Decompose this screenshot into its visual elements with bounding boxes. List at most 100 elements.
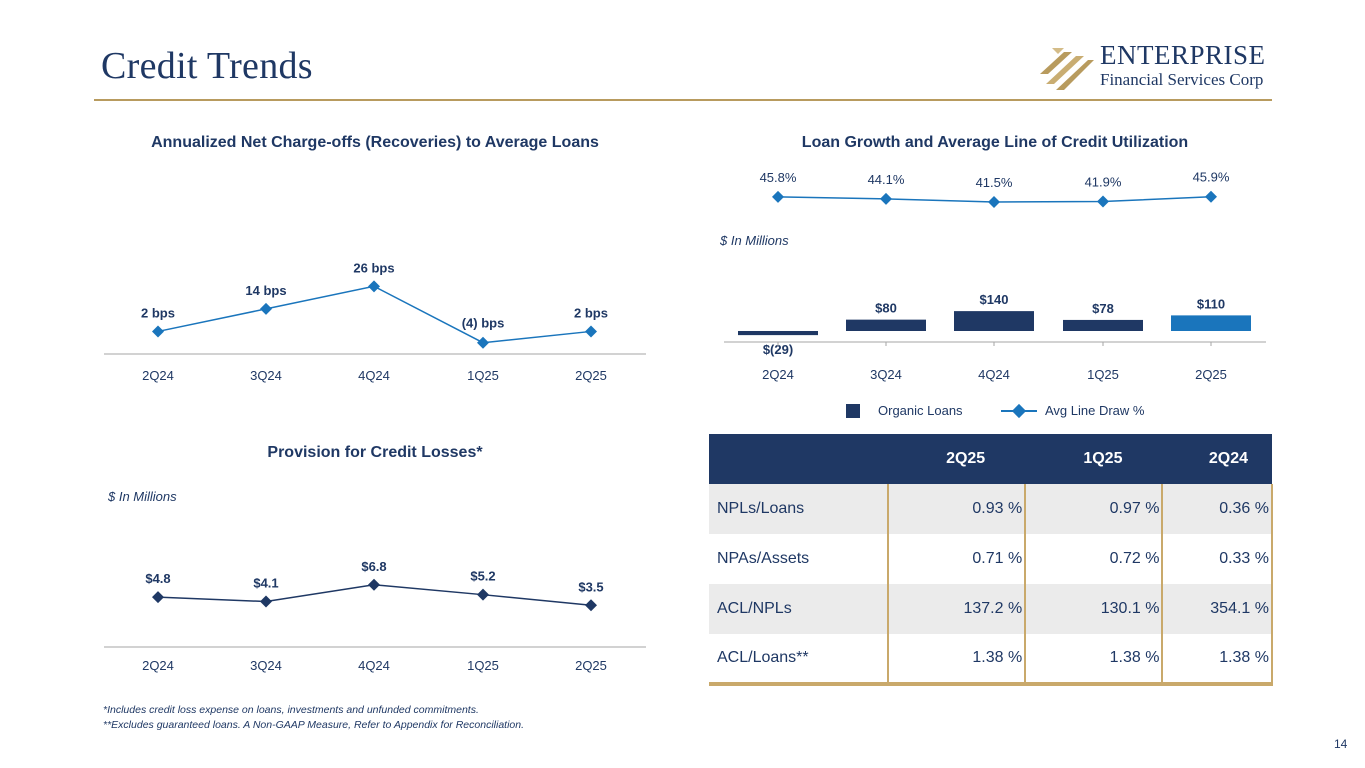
organic-loans-bar <box>1171 315 1251 331</box>
page-title: Credit Trends <box>101 45 313 87</box>
cell-value: 0.33 % <box>1161 534 1273 584</box>
ncos-data-label: 2 bps <box>574 305 608 320</box>
ncos-point <box>585 325 597 338</box>
organic-loans-label: $(29) <box>763 342 793 357</box>
legend-label-organic-loans: Organic Loans <box>878 403 963 418</box>
provision-point <box>152 591 164 604</box>
provision-data-label: $4.8 <box>145 571 170 586</box>
table-header-1q25: 1Q25 <box>1025 434 1163 484</box>
row-label: ACL/NPLs <box>709 584 888 634</box>
logo-subtitle: Financial Services Corp <box>1100 70 1264 89</box>
cell-value: 354.1 % <box>1161 584 1273 634</box>
line-draw-label: 44.1% <box>868 172 905 187</box>
ncos-point <box>152 325 164 338</box>
company-logo: ENTERPRISE Financial Services Corp <box>1038 40 1278 92</box>
provision-chart-title: Provision for Credit Losses* <box>267 444 483 461</box>
row-label: NPAs/Assets <box>717 550 810 567</box>
row-label: NPLs/Loans <box>709 484 888 534</box>
provision-chart: $4.8 2Q24 $4.1 3Q24 $6.8 4Q24 $5.2 1Q25 $3.5 2Q25 <box>104 559 646 673</box>
cell-value: 0.36 % <box>1161 484 1273 534</box>
ncos-point <box>477 336 489 349</box>
ncos-data-label: (4) bps <box>462 316 505 331</box>
cell-value: 1.38 % <box>886 634 1026 686</box>
ncos-x-tick-label: 1Q25 <box>467 368 499 383</box>
table-row: ACL/NPLs 137.2 % 130.1 % 354.1 % <box>709 584 1273 634</box>
loan-growth-x-tick-label: 2Q24 <box>762 367 794 382</box>
provision-x-tick-label: 1Q25 <box>467 658 499 673</box>
line-draw-label: 45.9% <box>1193 170 1230 185</box>
line-draw-label: 45.8% <box>760 170 797 185</box>
ncos-chart-title: Annualized Net Charge-offs (Recoveries) … <box>151 134 599 151</box>
provision-point <box>368 578 380 591</box>
loan-growth-x-tick-label: 3Q24 <box>870 367 902 382</box>
line-draw-point <box>772 190 784 203</box>
ncos-point <box>368 280 380 293</box>
ncos-series-line <box>157 285 592 344</box>
row-label: ACL/Loans** <box>709 634 888 686</box>
legend-item-avg-line-draw: Avg Line Draw % <box>1001 403 1144 418</box>
loan-growth-x-tick-label: 4Q24 <box>978 367 1010 382</box>
organic-loans-bar <box>846 319 926 331</box>
diamond-marker-icon <box>1001 404 1037 418</box>
cell-value: 137.2 % <box>886 584 1026 634</box>
cell-value: 1.38 % <box>1024 634 1163 686</box>
ncos-data-label: 26 bps <box>353 260 394 275</box>
cell-value: 0.93 % <box>886 484 1026 534</box>
logo-name: ENTERPRISE <box>1100 40 1266 70</box>
organic-loans-bar <box>954 311 1034 331</box>
credit-metrics-table: 2Q25 1Q25 2Q24 NPLs/Loans 0.93 % 0.97 % … <box>709 434 1273 686</box>
provision-point <box>585 599 597 612</box>
organic-loans-label: $140 <box>980 292 1009 307</box>
organic-loans-swatch <box>846 403 860 418</box>
provision-x-tick-label: 4Q24 <box>358 658 390 673</box>
provision-data-label: $4.1 <box>253 576 278 591</box>
table-header-blank <box>709 434 888 484</box>
provision-point <box>260 595 272 608</box>
title-divider <box>94 99 1272 101</box>
table-header-2q24: 2Q24 <box>1162 434 1272 484</box>
loan-growth-units-note: $ In Millions <box>720 233 789 248</box>
loan-growth-x-tick-label: 1Q25 <box>1087 367 1119 382</box>
provision-point <box>477 588 489 601</box>
table-row: NPAs/Assets 0.71 % 0.72 % 0.33 % <box>709 534 1273 584</box>
provision-units-note: $ In Millions <box>108 489 177 504</box>
line-draw-point <box>1097 195 1109 208</box>
cell-value: 0.72 % <box>1024 534 1163 584</box>
table-header-2q25: 2Q25 <box>887 434 1026 484</box>
line-draw-point <box>880 192 892 205</box>
cell-value: 0.97 % <box>1024 484 1163 534</box>
ncos-x-tick-label: 4Q24 <box>358 368 390 383</box>
cell-value: 0.71 % <box>886 534 1026 584</box>
organic-loans-label: $78 <box>1092 301 1114 316</box>
table-header-row: 2Q25 1Q25 2Q24 <box>709 434 1272 484</box>
table-row: ACL/Loans** 1.38 % 1.38 % 1.38 % <box>709 634 1273 686</box>
loan-growth-chart-title: Loan Growth and Average Line of Credit U… <box>801 134 1189 151</box>
legend-item-organic-loans: Organic Loans <box>846 403 963 418</box>
provision-x-tick-label: 3Q24 <box>250 658 282 673</box>
organic-loans-label: $80 <box>875 301 897 316</box>
ncos-data-label: 2 bps <box>141 305 175 320</box>
footnote-2: **Excludes guaranteed loans. A Non-GAAP … <box>103 719 525 731</box>
table-row: NPLs/Loans 0.93 % 0.97 % 0.36 % <box>709 484 1273 534</box>
cell-value: 1.38 % <box>1161 634 1273 686</box>
organic-loans-bar <box>1063 319 1143 331</box>
loan-growth-x-tick-label: 2Q25 <box>1195 367 1227 382</box>
provision-x-tick-label: 2Q25 <box>575 658 607 673</box>
ncos-x-tick-label: 3Q24 <box>250 368 282 383</box>
provision-x-tick-label: 2Q24 <box>142 658 174 673</box>
page-number: 14 <box>1334 737 1348 751</box>
organic-loans-label: $110 <box>1197 296 1225 311</box>
cell-value: 130.1 % <box>1024 584 1163 634</box>
legend-label-avg-line-draw: Avg Line Draw % <box>1045 403 1145 418</box>
ncos-chart: 2 bps 2Q24 14 bps 3Q24 26 bps 4Q24 (4) bps 1Q25… <box>104 260 646 383</box>
ncos-point <box>260 302 272 315</box>
organic-loans-bar <box>738 331 818 336</box>
provision-data-label: $3.5 <box>578 579 603 594</box>
loan-growth-chart: $(29) 2Q24 $80 3Q24 $140 4Q24 $78 1Q25 $110 2Q25 4… <box>724 170 1266 382</box>
logo-mark-icon <box>1040 48 1094 90</box>
ncos-data-label: 14 bps <box>245 283 286 298</box>
line-draw-point <box>988 196 1000 208</box>
provision-data-label: $6.8 <box>361 559 386 574</box>
ncos-x-tick-label: 2Q25 <box>575 368 607 383</box>
line-draw-label: 41.5% <box>976 175 1013 190</box>
